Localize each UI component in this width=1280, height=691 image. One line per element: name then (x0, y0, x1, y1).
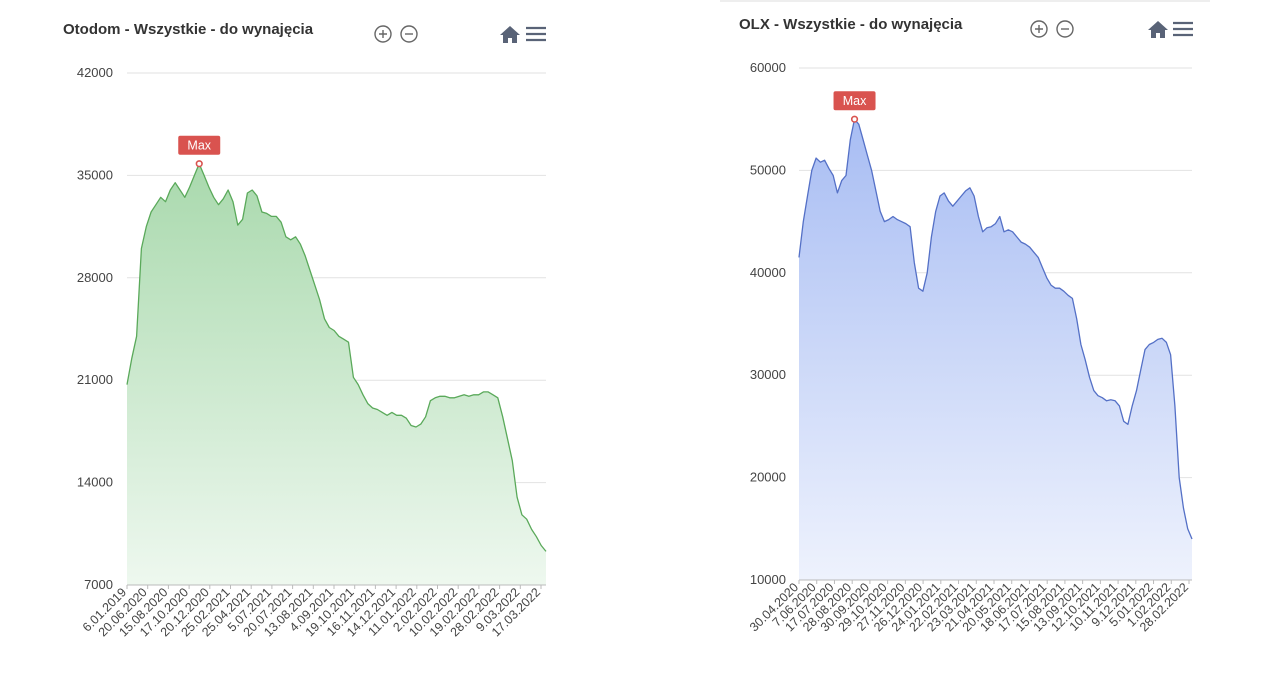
series-line[interactable] (798, 118, 1193, 540)
series-area (127, 163, 546, 585)
chart-plot-area: 10000200003000040000500006000030.04.2020… (747, 60, 1193, 634)
y-tick-label: 50000 (750, 162, 786, 177)
max-label-badge (178, 135, 221, 155)
y-tick-label: 28000 (77, 270, 113, 285)
max-label-text: Max (843, 94, 867, 108)
chart-panel-otodom: Otodom - Wszystkie - do wynajęcia 7000 14… (63, 21, 548, 639)
y-tick-label: 42000 (77, 65, 113, 80)
home-icon[interactable] (498, 23, 522, 45)
y-tick-label: 35000 (77, 167, 113, 182)
zoom-out-icon[interactable] (1055, 19, 1075, 39)
max-point-marker[interactable] (850, 115, 859, 123)
zoom-out-icon[interactable] (399, 24, 419, 44)
y-tick-label: 40000 (750, 265, 786, 280)
zoom-in-icon[interactable] (1029, 19, 1049, 39)
y-tick-label: 30000 (750, 367, 786, 382)
max-point-marker[interactable] (195, 160, 203, 168)
y-tick-label: 20000 (750, 470, 786, 485)
menu-icon[interactable] (524, 24, 548, 44)
max-label-text: Max (187, 139, 211, 153)
chart-title: OLX - Wszystkie - do wynajęcia (739, 16, 963, 33)
chart-panel-olx: OLX - Wszystkie - do wynajęcia 10000 2000… (640, 0, 1280, 691)
max-label-badge (833, 91, 876, 111)
chart-title: Otodom - Wszystkie - do wynajęcia (63, 21, 314, 38)
divider (720, 0, 1210, 2)
home-icon[interactable] (1146, 18, 1170, 40)
y-tick-label: 10000 (750, 572, 786, 587)
y-tick-label: 60000 (750, 60, 786, 75)
series-line[interactable] (126, 163, 547, 552)
menu-icon[interactable] (1171, 19, 1195, 39)
series-area (799, 119, 1192, 580)
y-tick-label: 21000 (77, 372, 113, 387)
y-tick-label: 7000 (84, 577, 113, 592)
zoom-in-icon[interactable] (373, 24, 393, 44)
chart-plot-area: 700014000210002800035000420006.01.201920… (77, 65, 547, 639)
y-tick-label: 14000 (77, 475, 113, 490)
